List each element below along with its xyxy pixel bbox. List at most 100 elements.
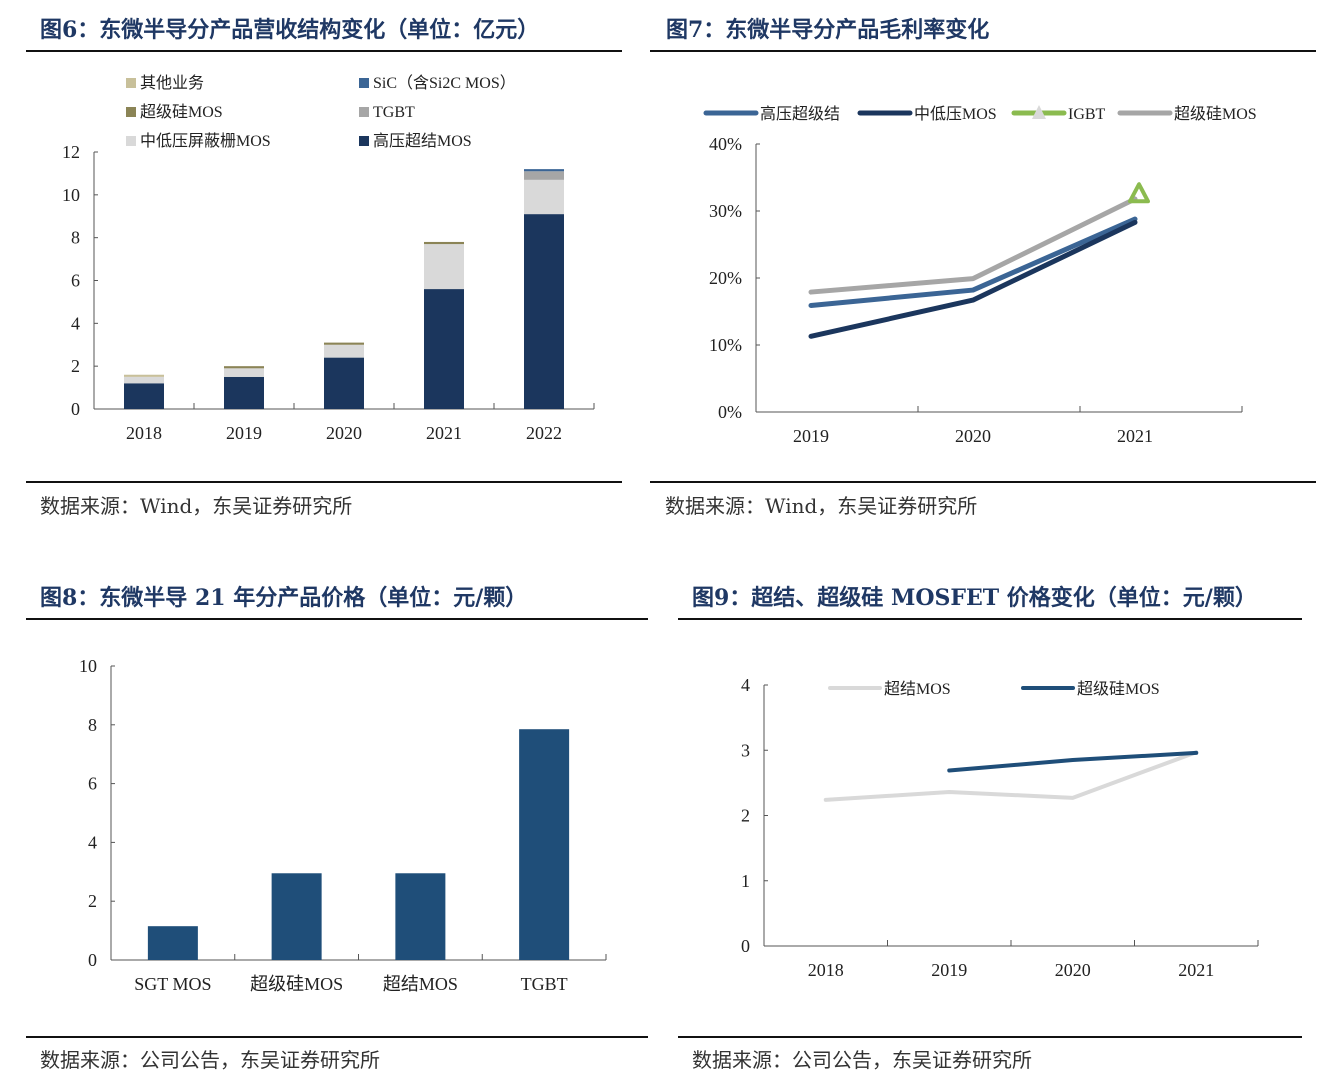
fig9-chart: 0 1 2 3 4 2018 2019 2020 2021 超结MOS 超级硅MOS — [741, 675, 1259, 980]
fig8-y-tick-label: 6 — [88, 774, 97, 794]
fig6-x-label: 2019 — [226, 423, 262, 443]
fig9-series-line — [947, 750, 1199, 773]
fig6-legend-label: SiC（含Si2C MOS） — [373, 74, 516, 92]
fig9-title: 图9：超结、超级硅 MOSFET 价格变化（单位：元/颗） — [692, 585, 1257, 611]
fig6-legend-label: 中低压屏蔽栅MOS — [140, 132, 271, 150]
fig6-top-rule — [26, 50, 622, 52]
fig9-x-label: 2020 — [1055, 960, 1091, 980]
fig6-bar-segment — [424, 241, 464, 245]
fig6-legend-swatch — [126, 136, 136, 146]
fig7-legend-marker — [1032, 105, 1046, 119]
fig6-legend-label: 超级硅MOS — [140, 103, 223, 121]
fig6-y-tick-label: 6 — [71, 271, 80, 291]
fig6-bar-segment — [524, 171, 564, 180]
fig7-igbt-marker — [1128, 182, 1150, 204]
fig9-series-line — [823, 750, 1199, 802]
fig8-source: 数据来源：公司公告，东吴证券研究所 — [40, 1048, 380, 1072]
fig6-bottom-rule — [26, 481, 622, 483]
fig7-chart: 0% 10% 20% 30% 40% 2019 2020 2021 高压超级结 中低压MOS IGB… — [703, 105, 1257, 446]
fig8-y-tick-label: 10 — [79, 656, 97, 676]
fig8-x-label: 超结MOS — [383, 974, 458, 994]
fig9-top-rule — [678, 618, 1302, 620]
fig8-y-tick-label: 4 — [88, 832, 97, 852]
fig6-x-label: 2018 — [126, 423, 162, 443]
fig7-title: 图7：东微半导分产品毛利率变化 — [666, 17, 990, 43]
fig8-bar — [147, 926, 198, 960]
fig6-bar-segment — [524, 179, 564, 215]
fig6-bar-segment — [524, 214, 564, 409]
fig6-y-tick-label: 8 — [71, 228, 80, 248]
fig7-y-tick-label: 40% — [709, 134, 742, 154]
fig6-y-tick-label: 0 — [71, 399, 80, 419]
fig6-bar-segment — [224, 366, 264, 369]
fig7-legend-label: 超级硅MOS — [1174, 105, 1257, 123]
fig6-legend-label: 高压超结MOS — [373, 132, 472, 150]
fig6-source: 数据来源：Wind，东吴证券研究所 — [40, 494, 353, 518]
fig6-bar-segment — [124, 376, 164, 384]
fig9-x-label: 2019 — [931, 960, 967, 980]
fig8-y-tick-label: 0 — [88, 950, 97, 970]
fig9-y-tick-label: 2 — [741, 806, 750, 826]
fig9-y-tick-label: 1 — [741, 871, 750, 891]
fig8-bar — [271, 873, 322, 960]
fig6-bar-segment — [424, 289, 464, 409]
fig9-source: 数据来源：公司公告，东吴证券研究所 — [692, 1048, 1032, 1072]
fig8-x-label: 超级硅MOS — [250, 974, 343, 994]
fig6-chart: 0 2 4 6 8 10 12 2018 2019 2020 2021 2022 其他业务 SiC（含Si… — [62, 74, 595, 443]
fig6-legend-label: 其他业务 — [140, 74, 204, 92]
fig6-y-tick-label: 4 — [71, 313, 80, 333]
fig8-y-tick-label: 8 — [88, 715, 97, 735]
fig6-bar-segment — [324, 357, 364, 409]
fig9-legend-label: 超级硅MOS — [1077, 680, 1160, 698]
fig7-series-line — [808, 219, 1138, 339]
fig6-bar-segment — [424, 244, 464, 290]
fig7-y-tick-label: 20% — [709, 268, 742, 288]
fig6-x-label: 2021 — [426, 423, 462, 443]
fig9-y-tick-label: 4 — [741, 675, 750, 695]
fig7-series-line — [808, 216, 1138, 308]
fig7-y-tick-label: 0% — [718, 402, 742, 422]
fig7-y-tick-label: 30% — [709, 201, 742, 221]
fig6-bar-segment — [224, 368, 264, 377]
fig7-series-line — [808, 196, 1138, 295]
fig7-x-label: 2019 — [793, 426, 829, 446]
fig6-title: 图6：东微半导分产品营收结构变化（单位：亿元） — [40, 17, 540, 43]
fig8-chart: 0 2 4 6 8 10 SGT MOS 超级硅MOS 超结MOS TGBT — [79, 656, 607, 994]
fig9-x-label: 2021 — [1178, 960, 1214, 980]
fig6-bar-segment — [124, 374, 164, 377]
fig6-bar-segment — [224, 376, 264, 409]
fig6-legend-swatch — [359, 107, 369, 117]
fig8-bar — [395, 873, 446, 960]
fig6-legend-swatch — [359, 136, 369, 146]
fig7-legend-label: IGBT — [1068, 106, 1106, 123]
fig6-bar-segment — [124, 383, 164, 409]
fig7-legend-label: 中低压MOS — [914, 105, 997, 123]
fig6-y-tick-label: 10 — [62, 185, 80, 205]
fig8-bar — [519, 729, 570, 960]
fig6-legend-swatch — [126, 78, 136, 88]
fig8-title: 图8：东微半导 21 年分产品价格（单位：元/颗） — [40, 585, 528, 611]
fig8-x-label: TGBT — [521, 974, 568, 994]
fig6-bar-segment — [324, 344, 364, 358]
fig8-bottom-rule — [26, 1036, 648, 1038]
fig6-y-tick-label: 2 — [71, 356, 80, 376]
fig6-x-label: 2022 — [526, 423, 562, 443]
fig7-y-tick-label: 10% — [709, 335, 742, 355]
fig6-legend-swatch — [126, 107, 136, 117]
fig9-y-tick-label: 0 — [741, 936, 750, 956]
fig8-x-label: SGT MOS — [134, 974, 211, 994]
fig6-legend-label: TGBT — [373, 104, 415, 121]
fig6-bar-segment — [524, 169, 564, 172]
fig9-y-tick-label: 3 — [741, 740, 750, 760]
fig6-legend-swatch — [359, 78, 369, 88]
fig6-bar-segment — [324, 342, 364, 345]
fig8-y-tick-label: 2 — [88, 891, 97, 911]
fig7-top-rule — [650, 50, 1316, 52]
fig8-top-rule — [26, 618, 648, 620]
fig9-bottom-rule — [678, 1036, 1302, 1038]
fig7-source: 数据来源：Wind，东吴证券研究所 — [665, 494, 978, 518]
fig7-x-label: 2020 — [955, 426, 991, 446]
fig9-legend-label: 超结MOS — [884, 680, 951, 698]
fig7-legend-label: 高压超级结 — [760, 105, 840, 123]
fig7-x-label: 2021 — [1117, 426, 1153, 446]
